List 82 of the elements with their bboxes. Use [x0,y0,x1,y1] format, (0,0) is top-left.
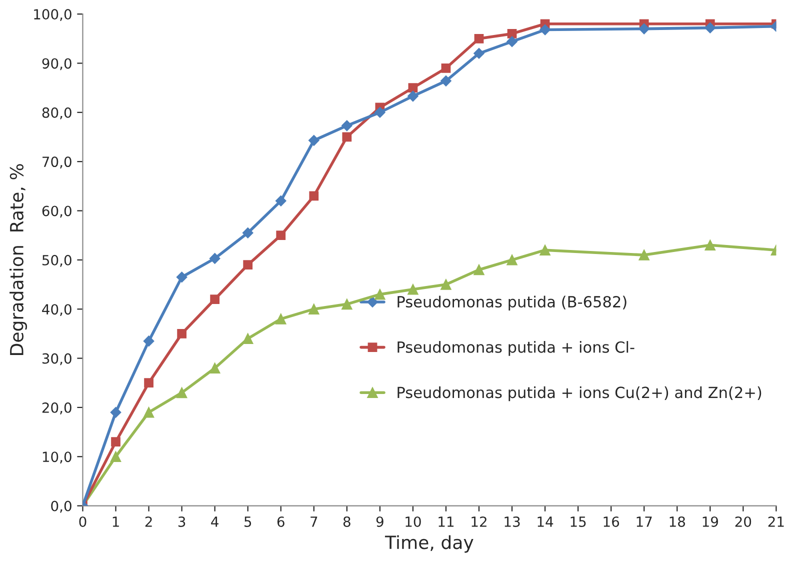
x-tick-label: 0 [79,516,86,527]
point [441,63,451,73]
x-tick-label: 13 [504,516,520,527]
y-tick-label: 90,0 [42,58,72,70]
x-tick-label: 14 [538,516,554,527]
point [506,254,518,266]
point [210,294,220,304]
x-tick-label: 21 [768,516,784,527]
y-tick-label: 70,0 [42,156,72,168]
x-tick-label: 19 [702,516,718,527]
point [308,135,320,146]
point [308,304,320,314]
point [276,230,286,240]
point [704,22,716,34]
legend-label: Pseudomonas putida (B-6582) [398,296,626,310]
x-tick-label: 4 [211,516,218,527]
point [110,451,122,462]
point [507,29,517,38]
y-tick-label: 60,0 [42,206,72,218]
x-tick-label: 15 [570,516,586,527]
point [408,83,418,92]
x-tick-label: 11 [438,516,454,527]
point [110,406,122,418]
point [209,253,220,264]
point [242,333,254,344]
x-tick-label: 20 [735,516,752,527]
point [143,336,154,346]
x-tick-label: 8 [343,516,350,527]
point [506,36,518,48]
point [704,240,716,251]
point [176,387,188,398]
y-tick-label: 20,0 [42,402,72,414]
point [275,314,286,324]
y-tick-label: 100,0 [34,9,72,21]
x-tick-label: 3 [178,516,186,527]
point [440,279,452,290]
legend-label: Pseudomonas putida + ions Cl- [398,341,634,356]
x-tick-label: 17 [636,516,652,527]
point [243,260,253,270]
x-tick-label: 2 [145,516,152,527]
point [242,227,254,238]
point [111,437,120,447]
point [342,132,352,142]
x-tick-label: 12 [472,516,486,527]
point [540,244,550,256]
y-axis-title: Degradation Rate, % [10,164,28,355]
y-tick-label: 0,0 [51,500,72,513]
point [177,329,186,338]
x-tick-label: 6 [277,516,284,527]
point [209,362,220,374]
legend-label: Pseudomonas putida + ions Cu(2+) and Zn(2+) [398,386,762,402]
x-axis-title: Time, day [384,535,474,553]
y-tick-label: 40,0 [42,304,72,316]
y-tick-label: 30,0 [42,353,72,366]
point [176,272,188,283]
point [144,378,154,388]
point [474,48,484,59]
point [374,106,386,118]
point [342,298,352,310]
point [638,250,650,260]
point [638,23,650,34]
x-tick-label: 18 [670,516,686,527]
x-tick-label: 5 [244,516,252,527]
x-tick-label: 16 [604,516,620,527]
y-tick-label: 50,0 [42,254,72,267]
point [275,195,286,206]
y-tick-label: 80,0 [42,107,72,120]
point [341,120,352,132]
point [408,90,418,102]
point [408,284,418,295]
x-tick-label: 10 [406,516,421,527]
x-tick-label: 7 [310,516,318,527]
x-tick-label: 9 [376,516,384,527]
point [374,288,386,300]
point [143,406,154,418]
point [474,264,484,276]
point [309,191,319,201]
x-tick-label: 1 [112,516,119,527]
point [440,76,452,86]
y-tick-label: 10,0 [42,452,72,464]
point [540,24,550,36]
point [474,34,484,44]
